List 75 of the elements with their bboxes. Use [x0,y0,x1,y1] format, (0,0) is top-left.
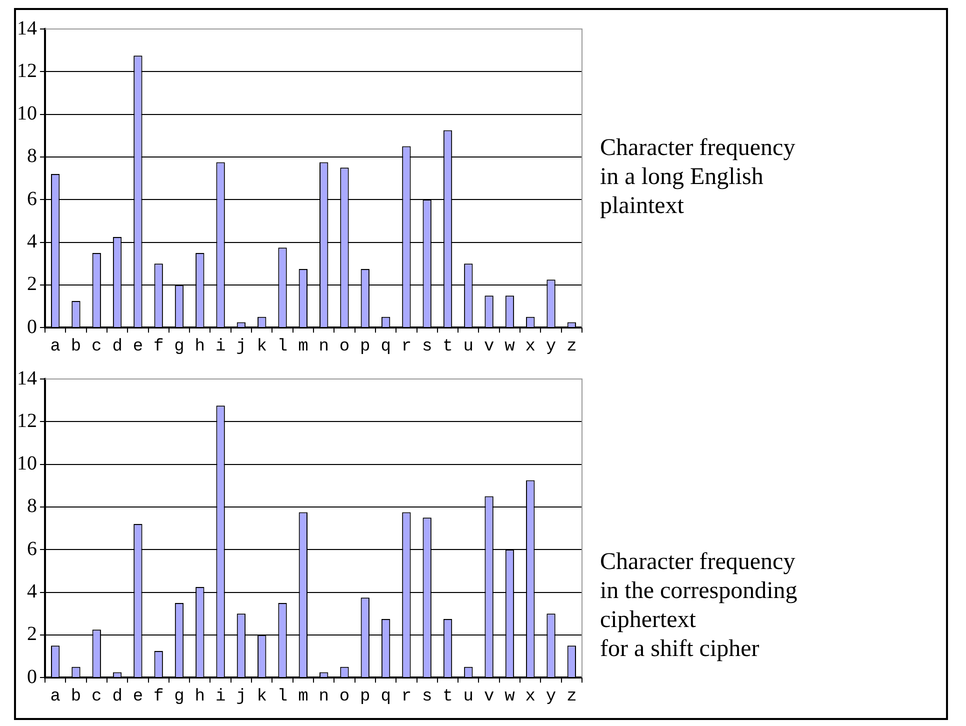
x-tick-label: v [484,337,494,356]
x-tick-label: v [484,687,494,706]
y-tick-label: 2 [27,623,37,646]
x-tick-label: k [256,687,267,706]
x-tick-label: m [298,687,308,706]
y-tick-label: 8 [27,145,37,168]
x-tick-label: k [256,337,267,356]
x-tick-label: u [463,337,474,356]
x-tick-label: b [70,687,82,706]
x-tick-label: r [401,337,412,356]
text: ciphertext [600,606,697,635]
x-tick-label: l [277,337,288,356]
x-tick-label: y [546,687,556,706]
y-tick-label: 0 [27,666,37,688]
text: plaintext [600,192,685,221]
x-tick-label: p [360,687,370,706]
x-tick-label: x [525,337,536,356]
y-tick-label: 12 [17,410,37,432]
x-tick-label: a [50,337,60,356]
x-tick-label: j [236,687,246,706]
y-tick-label: 6 [27,188,37,210]
text: Character frequency [600,134,796,163]
x-tick-label: l [277,687,288,706]
x-tick-label: j [236,337,246,356]
text: for a shift cipher [600,635,760,664]
x-tick-label: w [504,337,516,356]
y-tick-label: 10 [17,102,37,125]
x-tick-label: f [153,337,164,356]
x-tick-label: z [566,687,577,706]
y-tick-label: 12 [17,60,37,82]
text: Character frequency [600,548,796,577]
x-tick-label: c [92,687,102,706]
x-tick-label: z [566,337,577,356]
x-tick-label: w [504,687,516,706]
x-tick-label: h [194,337,206,356]
y-tick-label: 6 [27,538,37,560]
y-tick-label: 14 [17,17,37,40]
x-tick-label: t [442,337,453,356]
x-tick-label: m [298,337,308,356]
y-tick-label: 4 [27,230,37,253]
x-tick-label: q [380,337,391,356]
x-tick-label: c [92,337,102,356]
x-tick-label: b [70,337,82,356]
x-tick-label: i [215,337,226,356]
y-tick-label: 2 [27,273,37,296]
x-tick-label: a [50,687,60,706]
y-tick-label: 4 [27,580,37,603]
x-tick-label: u [463,687,474,706]
x-tick-label: x [525,687,536,706]
y-tick-label: 0 [27,316,37,338]
x-tick-label: d [112,687,122,706]
x-tick-label: f [153,687,164,706]
x-tick-label: n [318,687,329,706]
x-tick-label: n [318,337,329,356]
x-tick-label: h [194,687,206,706]
x-tick-label: g [174,687,184,706]
y-tick-label: 14 [17,367,37,390]
y-tick-label: 10 [17,452,37,475]
x-tick-label: e [132,337,144,356]
x-tick-label: s [422,337,432,356]
y-tick-label: 8 [27,495,37,518]
x-tick-label: o [339,687,350,706]
x-tick-label: i [215,687,226,706]
x-tick-label: r [401,687,412,706]
x-tick-label: e [132,687,144,706]
x-tick-label: p [360,337,370,356]
x-tick-label: y [546,337,556,356]
x-tick-label: s [422,687,432,706]
x-tick-label: q [380,687,391,706]
x-tick-label: g [174,337,184,356]
x-tick-label: d [112,337,122,356]
text: in a long English [600,163,764,192]
x-tick-label: o [339,337,350,356]
x-tick-label: t [442,687,453,706]
text: in the corresponding [600,577,798,606]
